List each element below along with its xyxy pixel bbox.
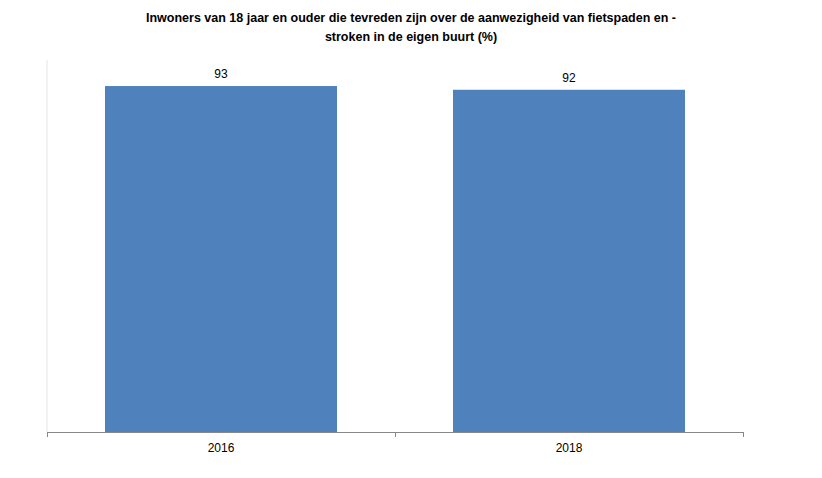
data-label: 93: [214, 67, 228, 81]
bars: [105, 86, 685, 432]
x-tick-separator: [743, 432, 744, 437]
bar: [105, 86, 337, 432]
chart-container: Inwoners van 18 jaar en ouder die tevred…: [0, 0, 822, 478]
y-axis-line: [47, 60, 48, 432]
chart-title: Inwoners van 18 jaar en ouder die tevred…: [146, 11, 676, 44]
chart-svg: Inwoners van 18 jaar en ouder die tevred…: [0, 0, 822, 478]
x-tick-separator: [47, 432, 48, 437]
x-tick-label: 2016: [208, 441, 235, 455]
x-tick-separator: [395, 432, 396, 437]
x-tick-label: 2018: [556, 441, 583, 455]
bar: [453, 90, 685, 432]
data-label: 92: [562, 71, 576, 85]
